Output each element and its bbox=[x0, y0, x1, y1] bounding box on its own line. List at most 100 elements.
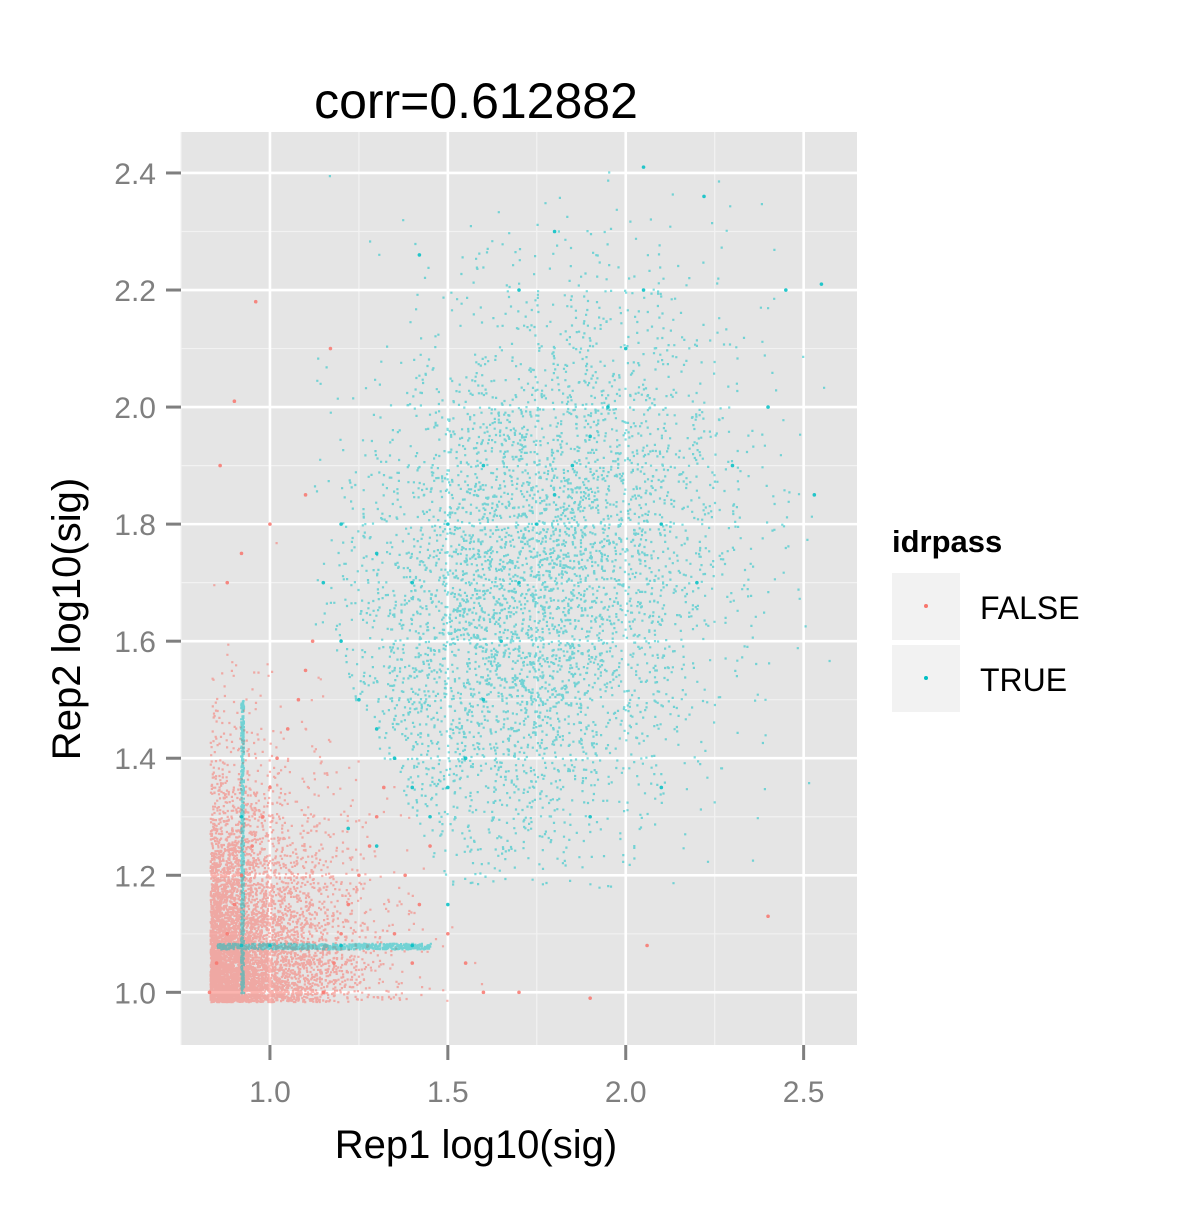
data-point-false bbox=[218, 463, 222, 468]
data-point-true bbox=[606, 405, 610, 409]
data-point-false bbox=[517, 990, 521, 995]
data-point-true bbox=[702, 194, 706, 199]
data-point-true bbox=[534, 522, 539, 526]
data-point-true bbox=[446, 522, 450, 526]
data-point-false bbox=[428, 844, 432, 848]
x-axis-title: Rep1 log10(sig) bbox=[335, 1123, 617, 1167]
data-point-false bbox=[268, 522, 272, 526]
data-point-false bbox=[296, 697, 301, 702]
legend-label-false: FALSE bbox=[980, 590, 1080, 626]
data-point-true bbox=[410, 943, 415, 948]
data-point-true bbox=[481, 463, 486, 468]
data-point-true bbox=[239, 943, 244, 948]
y-tick-label: 1.0 bbox=[114, 977, 156, 1010]
plot-panel bbox=[181, 132, 857, 1045]
data-point-true bbox=[517, 580, 521, 585]
data-point-true bbox=[392, 756, 397, 761]
data-point-true bbox=[481, 697, 486, 702]
false-point-cloud-marks bbox=[209, 542, 484, 1004]
data-point-true bbox=[659, 785, 664, 790]
data-point-true bbox=[374, 844, 379, 848]
data-point-true bbox=[374, 551, 379, 556]
data-point-false bbox=[303, 493, 308, 497]
y-axis-ticks: 1.0 1.2 1.4 1.6 1.8 2.0 2.2 2.4 bbox=[114, 158, 181, 1010]
data-point-true bbox=[570, 463, 575, 468]
data-point-true bbox=[410, 785, 415, 790]
data-point-false bbox=[403, 873, 407, 878]
legend-entries: FALSE TRUE bbox=[892, 573, 1080, 712]
data-point-false bbox=[346, 902, 351, 907]
data-point-false bbox=[250, 844, 254, 848]
data-point-false bbox=[303, 668, 308, 673]
data-point-false bbox=[374, 814, 379, 819]
data-point-true bbox=[346, 826, 351, 831]
legend: idrpass FALSE TRUE bbox=[892, 524, 1080, 712]
data-point-false bbox=[332, 961, 336, 965]
x-tick-label: 1.0 bbox=[249, 1076, 291, 1109]
data-point-false bbox=[321, 990, 326, 995]
data-point-false bbox=[232, 399, 237, 404]
data-point-true bbox=[623, 346, 628, 351]
y-tick-label: 1.8 bbox=[114, 509, 156, 542]
data-point-false bbox=[328, 346, 333, 351]
data-point-false bbox=[410, 961, 415, 965]
data-point-false bbox=[275, 756, 279, 761]
data-point-false bbox=[207, 990, 212, 995]
x-axis-ticks: 1.0 1.5 2.0 2.5 bbox=[249, 1045, 824, 1109]
data-point-true bbox=[321, 580, 326, 585]
data-point-true bbox=[784, 288, 788, 292]
data-point-false bbox=[382, 785, 386, 790]
data-point-false bbox=[446, 932, 450, 936]
y-tick-label: 1.4 bbox=[114, 743, 156, 776]
data-point-true bbox=[374, 727, 379, 731]
data-point-false bbox=[367, 844, 372, 848]
data-point-true bbox=[357, 697, 361, 702]
data-point-true bbox=[446, 902, 450, 907]
data-point-true bbox=[588, 814, 592, 819]
data-point-false bbox=[481, 990, 486, 995]
data-point-false bbox=[225, 932, 230, 936]
data-point-false bbox=[339, 932, 343, 936]
data-point-false bbox=[392, 932, 397, 936]
data-points bbox=[207, 165, 824, 1000]
data-point-false bbox=[417, 902, 422, 907]
data-point-false bbox=[261, 814, 265, 819]
data-point-true bbox=[446, 785, 450, 790]
x-tick-label: 2.5 bbox=[783, 1076, 825, 1109]
data-point-false bbox=[268, 785, 272, 790]
data-point-false bbox=[463, 961, 468, 965]
data-point-true bbox=[417, 253, 422, 257]
data-point-true bbox=[339, 522, 343, 526]
data-point-true bbox=[428, 814, 432, 819]
data-point-true bbox=[552, 229, 557, 234]
y-tick-label: 1.2 bbox=[114, 860, 156, 893]
data-point-false bbox=[285, 727, 290, 731]
data-point-true bbox=[588, 434, 592, 439]
data-point-true bbox=[552, 493, 557, 497]
data-point-false bbox=[214, 961, 219, 965]
chart-title: corr=0.612882 bbox=[314, 73, 638, 129]
data-point-false bbox=[766, 914, 770, 919]
data-point-true bbox=[499, 639, 504, 643]
data-point-true bbox=[641, 165, 646, 169]
data-point-true bbox=[517, 288, 521, 292]
data-point-false bbox=[588, 996, 592, 1000]
data-point-true bbox=[463, 756, 468, 761]
data-point-true bbox=[812, 493, 817, 497]
y-tick-label: 2.2 bbox=[114, 275, 156, 308]
data-point-true bbox=[339, 639, 343, 643]
data-point-false bbox=[253, 299, 258, 304]
legend-swatch-true bbox=[924, 676, 928, 680]
y-axis-title: Rep2 log10(sig) bbox=[45, 478, 89, 760]
data-point-true bbox=[819, 282, 824, 286]
data-point-true bbox=[268, 943, 272, 948]
data-point-false bbox=[225, 580, 230, 585]
data-point-true bbox=[659, 522, 664, 526]
data-point-true bbox=[641, 288, 646, 292]
y-tick-label: 2.4 bbox=[114, 158, 156, 191]
x-tick-label: 1.5 bbox=[427, 1076, 469, 1109]
data-point-true bbox=[239, 814, 244, 819]
legend-title: idrpass bbox=[892, 524, 1002, 559]
